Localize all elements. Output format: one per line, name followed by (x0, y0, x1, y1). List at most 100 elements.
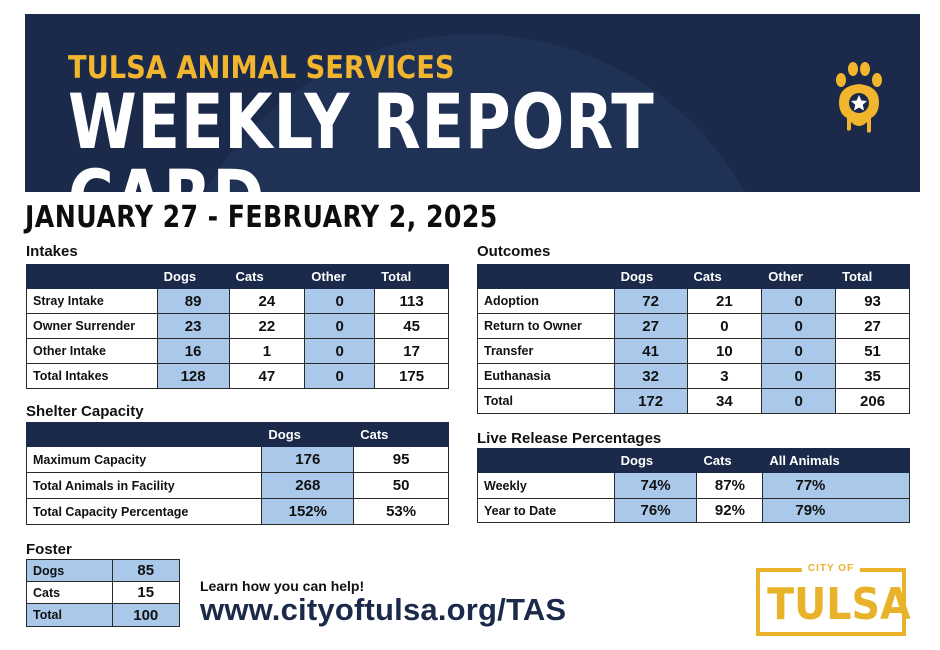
cell-total: 27 (835, 313, 910, 339)
cell-dogs: 128 (156, 363, 230, 389)
cell-value: 85 (111, 559, 180, 582)
cell-total: 17 (374, 338, 449, 364)
column-header: Other (761, 264, 837, 289)
table-row: Owner Surrender 23 22 0 45 (26, 313, 449, 339)
table-row: Weekly 74% 87% 77% (477, 472, 910, 499)
row-label: Transfer (477, 338, 615, 364)
cell-cats: 3 (686, 363, 763, 389)
cell-total: 45 (374, 313, 449, 339)
row-label: Dogs (26, 559, 113, 582)
cell-dogs: 89 (156, 288, 230, 314)
cell-other: 0 (304, 363, 376, 389)
table-row: Maximum Capacity 176 95 (25, 446, 449, 473)
column-header: Cats (686, 264, 763, 289)
column-header: Dogs (261, 422, 355, 447)
table-row: Cats 15 (26, 581, 180, 604)
cell-cats: 1 (228, 338, 306, 364)
header-banner: TULSA ANIMAL SERVICES WEEKLY REPORT CARD (25, 14, 920, 192)
table-row: Total 100 (26, 603, 180, 627)
table-row: Transfer 41 10 0 51 (477, 338, 910, 364)
cell-all-animals: 79% (762, 498, 910, 523)
cell-dogs: 176 (261, 446, 355, 473)
cell-dogs: 27 (613, 313, 688, 339)
column-header: Cats (696, 448, 764, 473)
cell-cats: 87% (696, 472, 764, 499)
cell-cats: 47 (228, 363, 306, 389)
cell-all-animals: 77% (762, 472, 910, 499)
row-label: Owner Surrender (26, 313, 158, 339)
row-label: Year to Date (477, 498, 615, 523)
table-row: Total Intakes 128 47 0 175 (26, 363, 449, 389)
column-header: Cats (353, 422, 449, 447)
cell-dogs: 16 (156, 338, 230, 364)
cell-total: 51 (835, 338, 910, 364)
cell-dogs: 268 (261, 472, 355, 499)
column-header: Dogs (613, 264, 688, 289)
date-range: JANUARY 27 - FEBRUARY 2, 2025 (25, 200, 498, 235)
cell-other: 0 (761, 338, 837, 364)
row-label: Total Intakes (26, 363, 158, 389)
cell-total: 175 (374, 363, 449, 389)
logo-tulsa: TULSA (767, 579, 911, 630)
row-label: Total Animals in Facility (25, 472, 263, 499)
paw-star-icon (836, 62, 882, 133)
table-row: Total Animals in Facility 268 50 (25, 472, 449, 499)
row-label: Euthanasia (477, 363, 615, 389)
website-link[interactable]: www.cityoftulsa.org/TAS (200, 592, 567, 627)
column-header: Dogs (613, 448, 698, 473)
table-row: Dogs 85 (26, 559, 180, 582)
cell-dogs: 152% (261, 498, 355, 525)
row-label: Other Intake (26, 338, 158, 364)
column-header: Dogs (156, 264, 230, 289)
cell-total: 113 (374, 288, 449, 314)
cell-cats: 22 (228, 313, 306, 339)
column-header: Cats (228, 264, 306, 289)
cell-other: 0 (304, 313, 376, 339)
cell-dogs: 76% (613, 498, 698, 523)
cell-cats: 95 (353, 446, 449, 473)
cell-other: 0 (761, 313, 837, 339)
table-row: Return to Owner 27 0 0 27 (477, 313, 910, 339)
cell-value: 100 (111, 603, 180, 627)
row-label: Total (26, 603, 113, 627)
report-title: WEEKLY REPORT CARD (68, 77, 655, 193)
org-name: TULSA ANIMAL SERVICES (68, 50, 455, 86)
cell-cats: 50 (353, 472, 449, 499)
cell-total: 206 (835, 388, 910, 414)
table-row: Year to Date 76% 92% 79% (477, 498, 910, 523)
row-label: Weekly (477, 472, 615, 499)
cell-other: 0 (761, 288, 837, 314)
row-label: Adoption (477, 288, 615, 314)
row-label: Stray Intake (26, 288, 158, 314)
cell-dogs: 72 (613, 288, 688, 314)
logo-city-of: CITY OF (801, 563, 861, 574)
cell-other: 0 (304, 338, 376, 364)
cell-cats: 10 (686, 338, 763, 364)
cell-cats: 24 (228, 288, 306, 314)
foster-title: Foster (26, 541, 72, 558)
cell-dogs: 23 (156, 313, 230, 339)
intakes-table: Dogs Cats Other Total Stray Intake 89 24… (26, 264, 449, 389)
city-of-tulsa-logo: CITY OF TULSA (756, 563, 911, 636)
cell-other: 0 (761, 363, 837, 389)
cell-dogs: 172 (613, 388, 688, 414)
cell-value: 15 (111, 581, 180, 604)
column-header: Total (374, 264, 449, 289)
table-row: Adoption 72 21 0 93 (477, 288, 910, 314)
row-label: Maximum Capacity (25, 446, 263, 473)
column-header: Total (835, 264, 910, 289)
cell-cats: 53% (353, 498, 449, 525)
intakes-title: Intakes (26, 243, 78, 260)
cell-dogs: 41 (613, 338, 688, 364)
cell-other: 0 (304, 288, 376, 314)
live-release-title: Live Release Percentages (477, 430, 662, 447)
live-release-table: Dogs Cats All Animals Weekly 74% 87% 77%… (477, 448, 910, 523)
row-label: Total Capacity Percentage (25, 498, 263, 525)
cell-cats: 21 (686, 288, 763, 314)
cell-cats: 34 (686, 388, 763, 414)
table-row: Other Intake 16 1 0 17 (26, 338, 449, 364)
cell-total: 35 (835, 363, 910, 389)
cell-dogs: 74% (613, 472, 698, 499)
cell-cats: 0 (686, 313, 763, 339)
cell-total: 93 (835, 288, 910, 314)
